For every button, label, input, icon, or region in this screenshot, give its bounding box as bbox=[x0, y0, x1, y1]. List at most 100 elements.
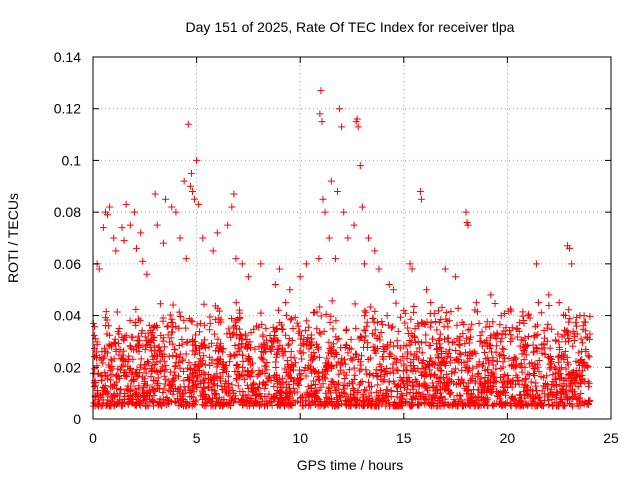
background-point bbox=[396, 313, 404, 321]
background-point bbox=[219, 401, 227, 409]
background-point bbox=[438, 359, 446, 367]
background-point bbox=[90, 383, 98, 391]
data-point bbox=[110, 234, 118, 242]
background-point bbox=[228, 315, 236, 323]
background-point bbox=[386, 349, 394, 357]
background-point bbox=[443, 380, 451, 388]
background-point bbox=[528, 401, 536, 409]
background-point bbox=[352, 324, 360, 332]
background-point bbox=[176, 364, 184, 372]
background-point bbox=[424, 386, 432, 394]
background-point bbox=[293, 319, 301, 327]
background-point bbox=[258, 397, 266, 405]
background-point bbox=[349, 384, 357, 392]
background-point bbox=[168, 328, 176, 336]
background-point bbox=[103, 330, 111, 338]
background-point bbox=[253, 391, 261, 399]
background-point bbox=[404, 324, 412, 332]
background-point bbox=[555, 358, 563, 366]
data-point bbox=[176, 234, 184, 242]
background-point bbox=[447, 389, 455, 397]
background-point bbox=[512, 380, 520, 388]
background-point bbox=[410, 302, 418, 310]
background-point bbox=[357, 352, 365, 360]
background-point bbox=[475, 319, 483, 327]
background-point bbox=[329, 325, 337, 333]
y-tick-label: 0.14 bbox=[54, 49, 81, 65]
background-point bbox=[537, 372, 545, 380]
background-point bbox=[517, 336, 525, 344]
background-point bbox=[320, 373, 328, 381]
background-point bbox=[530, 394, 538, 402]
data-point bbox=[213, 229, 221, 237]
background-point bbox=[336, 361, 344, 369]
background-point bbox=[562, 375, 570, 383]
data-point bbox=[143, 270, 151, 278]
background-point bbox=[97, 402, 105, 410]
data-point bbox=[534, 299, 542, 307]
background-point bbox=[101, 382, 109, 390]
background-point bbox=[437, 344, 445, 352]
background-point bbox=[444, 323, 452, 331]
background-point bbox=[195, 366, 203, 374]
background-point bbox=[586, 330, 594, 338]
background-point bbox=[206, 361, 214, 369]
background-point bbox=[162, 362, 170, 370]
data-point bbox=[321, 208, 329, 216]
background-point bbox=[156, 385, 164, 393]
background-point bbox=[580, 358, 588, 366]
background-point bbox=[263, 366, 271, 374]
background-point bbox=[93, 362, 101, 370]
background-point bbox=[142, 369, 150, 377]
background-point bbox=[564, 361, 572, 369]
background-point bbox=[426, 323, 434, 331]
background-point bbox=[553, 393, 561, 401]
background-point bbox=[155, 398, 163, 406]
background-point bbox=[249, 400, 257, 408]
background-point bbox=[257, 343, 265, 351]
background-point bbox=[154, 401, 162, 409]
background-point bbox=[322, 359, 330, 367]
background-point bbox=[341, 360, 349, 368]
background-point bbox=[396, 393, 404, 401]
background-point bbox=[374, 319, 382, 327]
background-point bbox=[407, 350, 415, 358]
background-point bbox=[184, 338, 192, 346]
background-point bbox=[465, 364, 473, 372]
background-point bbox=[303, 388, 311, 396]
background-point bbox=[148, 347, 156, 355]
background-point bbox=[393, 337, 401, 345]
background-point bbox=[418, 349, 426, 357]
background-point bbox=[215, 307, 223, 315]
background-point bbox=[380, 348, 388, 356]
data-point bbox=[360, 260, 368, 268]
background-point bbox=[260, 339, 268, 347]
background-point bbox=[492, 342, 500, 350]
data-point bbox=[427, 299, 435, 307]
background-point bbox=[453, 334, 461, 342]
background-point bbox=[180, 367, 188, 375]
background-point bbox=[171, 397, 179, 405]
background-point bbox=[225, 372, 233, 380]
background-point bbox=[189, 393, 197, 401]
background-point bbox=[148, 336, 156, 344]
background-point bbox=[186, 389, 194, 397]
background-point bbox=[226, 401, 234, 409]
background-point bbox=[199, 390, 207, 398]
background-point bbox=[129, 375, 137, 383]
background-point bbox=[456, 349, 464, 357]
background-point bbox=[467, 376, 475, 384]
background-point bbox=[347, 345, 355, 353]
background-point bbox=[481, 339, 489, 347]
background-point bbox=[351, 402, 359, 410]
data-point bbox=[168, 203, 176, 211]
background-point bbox=[569, 402, 577, 410]
background-point bbox=[279, 379, 287, 387]
background-point bbox=[148, 368, 156, 376]
background-point bbox=[507, 379, 515, 387]
data-point bbox=[193, 156, 201, 164]
background-point bbox=[370, 318, 378, 326]
background-point bbox=[394, 382, 402, 390]
background-point bbox=[270, 382, 278, 390]
background-point bbox=[173, 352, 181, 360]
